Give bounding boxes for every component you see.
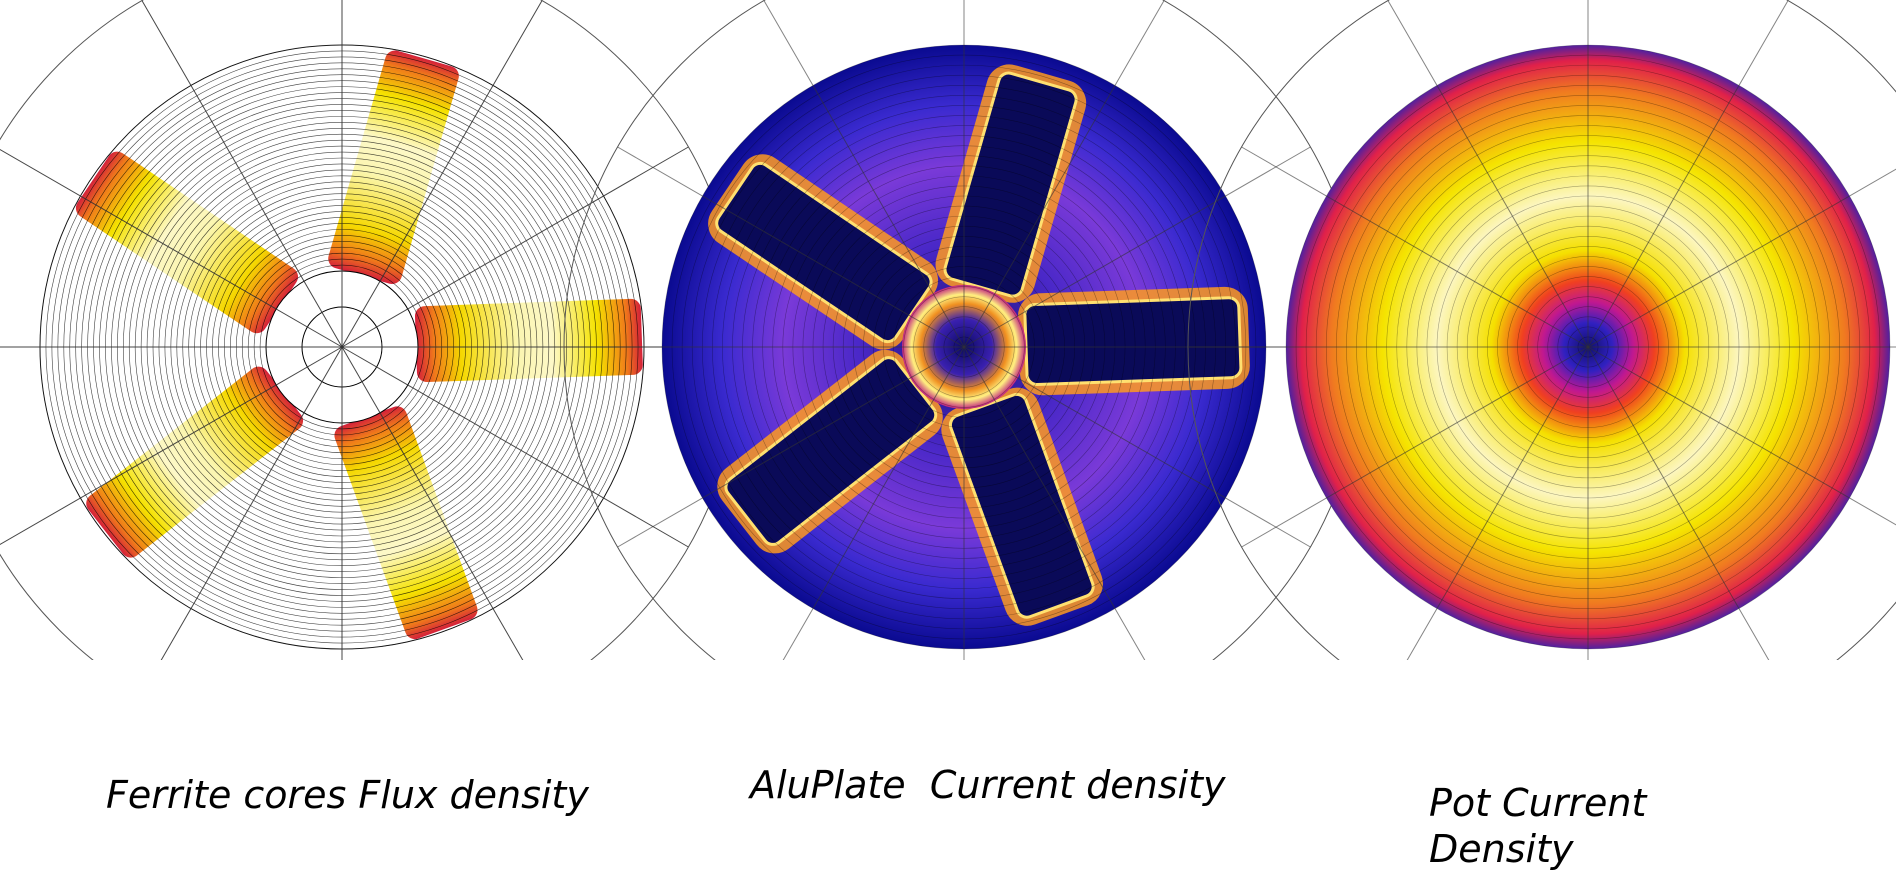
plot-layers bbox=[0, 0, 1896, 670]
caption: AluPlate Current density bbox=[750, 762, 1225, 808]
core-shadow bbox=[1025, 297, 1242, 384]
disc-plot bbox=[1188, 0, 1896, 670]
disc-plot bbox=[564, 0, 1364, 670]
ferrite-core bbox=[415, 299, 644, 383]
caption: Pot Current Density bbox=[1429, 780, 1679, 872]
page: Ferrite cores Flux density AluPlate Curr… bbox=[0, 0, 1896, 880]
plots bbox=[0, 0, 1896, 670]
disc-plot bbox=[0, 0, 742, 670]
caption: Ferrite cores Flux density bbox=[106, 772, 589, 818]
